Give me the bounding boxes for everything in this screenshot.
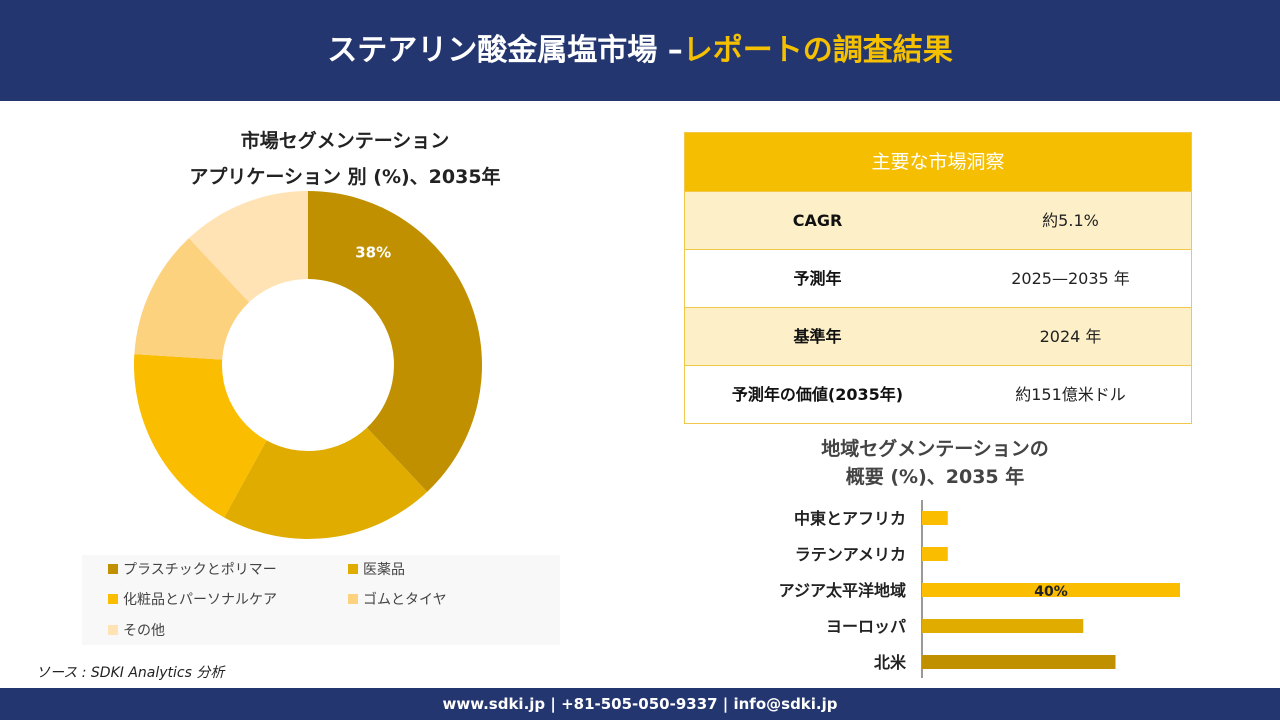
row-label: 予測年の価値(2035年) (731, 385, 904, 404)
legend-item-cosmetics: 化粧品とパーソナルケア (108, 589, 277, 609)
page-title: ステアリン酸金属塩市場 –レポートの調査結果 (0, 0, 1280, 101)
bar-category-label: アジア太平洋地域 (779, 581, 906, 600)
table-row: CAGR 約5.1% (685, 191, 1191, 249)
legend-swatch (108, 625, 118, 635)
pie-chart-title-line2: アプリケーション 別 (%)、2035年 (189, 166, 501, 188)
legend-item-other: その他 (108, 620, 165, 640)
legend-label: 化粧品とパーソナルケア (123, 592, 277, 608)
donut-slice (134, 354, 267, 518)
bar (922, 511, 948, 525)
bar (922, 547, 948, 561)
legend-item-rubber: ゴムとタイヤ (348, 589, 447, 609)
table-row: 予測年の価値(2035年) 約151億米ドル (685, 365, 1191, 423)
row-label: 基準年 (793, 327, 842, 346)
bar-category-label: ヨーロッパ (826, 617, 906, 636)
bar-category-label: ラテンアメリカ (795, 545, 906, 564)
key-insights-title: 主要な市場洞察 (685, 133, 1191, 191)
legend-swatch (108, 564, 118, 574)
key-insights-table: 主要な市場洞察 CAGR 約5.1% 予測年 2025—2035 年 基準年 2… (684, 132, 1192, 424)
row-label: 予測年 (793, 269, 842, 288)
title-main: ステアリン酸金属塩市場 – (327, 33, 683, 68)
row-label: CAGR (792, 211, 843, 230)
legend-item-pharma: 医薬品 (348, 559, 405, 579)
legend-label: ゴムとタイヤ (363, 592, 447, 608)
row-value: 約5.1% (1042, 211, 1099, 230)
bar-data-label: 40% (1034, 584, 1068, 600)
donut-slice (224, 427, 428, 539)
row-value: 約151億米ドル (1015, 385, 1126, 404)
donut-slice (188, 191, 308, 303)
bar (922, 619, 1084, 633)
donut-slice (308, 191, 483, 492)
header-bar: ステアリン酸金属塩市場 –レポートの調査結果 (0, 0, 1280, 101)
table-row: 予測年 2025—2035 年 (685, 249, 1191, 307)
legend-item-plastics: プラスチックとポリマー (108, 559, 277, 579)
pie-legend: プラスチックとポリマー 医薬品 化粧品とパーソナルケア ゴムとタイヤ その他 (82, 555, 560, 645)
footer-contact: www.sdki.jp | +81-505-050-9337 | info@sd… (0, 688, 1280, 720)
bar-chart-title-line1: 地域セグメンテーションの (821, 438, 1049, 460)
title-accent: レポートの調査結果 (682, 33, 953, 68)
application-donut-chart: 38% (134, 191, 483, 539)
legend-label: 医薬品 (363, 562, 405, 578)
bar (922, 655, 1116, 669)
legend-label: その他 (123, 623, 165, 639)
bar-category-label: 北米 (874, 653, 907, 672)
pie-chart-title-line1: 市場セグメンテーション (240, 130, 450, 152)
donut-data-label: 38% (355, 244, 391, 262)
row-value: 2024 年 (1039, 327, 1102, 346)
source-note: ソース : SDKI Analytics 分析 (36, 665, 225, 681)
bar-chart-title-line2: 概要 (%)、2035 年 (845, 466, 1025, 488)
legend-label: プラスチックとポリマー (123, 562, 277, 578)
donut-slice (134, 238, 250, 360)
legend-swatch (348, 564, 358, 574)
bar (922, 583, 1180, 597)
bar-category-label: 中東とアフリカ (794, 509, 906, 528)
table-row: 基準年 2024 年 (685, 307, 1191, 365)
legend-swatch (348, 594, 358, 604)
row-value: 2025—2035 年 (1011, 269, 1130, 288)
legend-swatch (108, 594, 118, 604)
